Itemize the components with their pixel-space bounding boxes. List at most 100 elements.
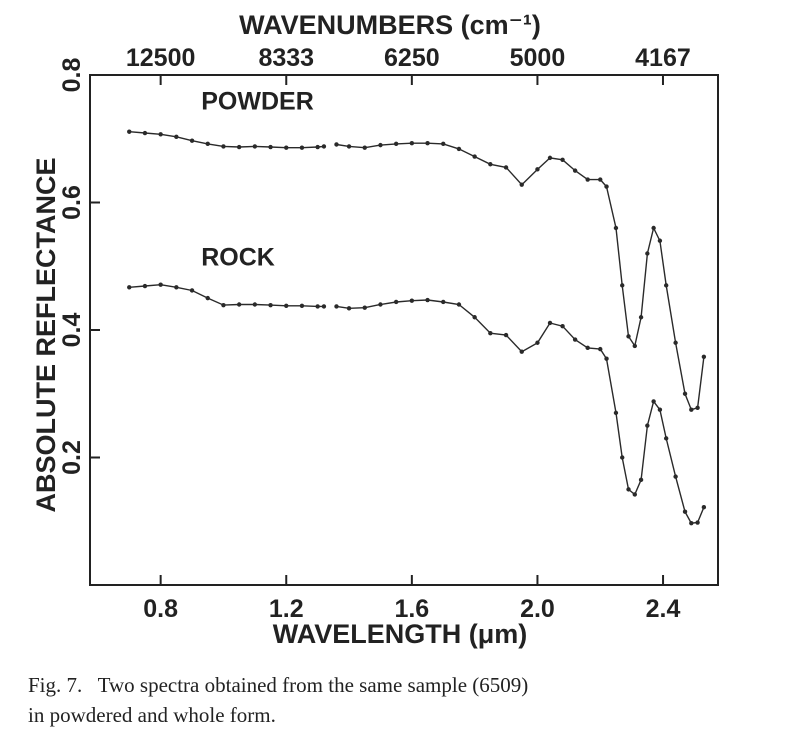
data-point	[284, 303, 289, 308]
y-tick-label: 0.2	[58, 440, 86, 475]
data-point	[284, 145, 289, 150]
x-tick-label: 1.6	[394, 595, 429, 623]
data-point	[626, 334, 631, 339]
data-point	[613, 410, 619, 416]
data-point	[205, 141, 210, 147]
series-line	[129, 131, 705, 411]
data-point	[268, 302, 273, 308]
data-point	[638, 315, 644, 320]
data-point	[638, 477, 644, 483]
data-point	[378, 142, 383, 148]
series-label: POWDER	[201, 88, 314, 116]
x-tick-label: 2.4	[646, 595, 681, 623]
data-point	[174, 285, 179, 290]
data-point	[657, 238, 663, 243]
data-point	[651, 225, 656, 231]
data-point	[393, 141, 399, 147]
data-point	[472, 154, 477, 159]
data-point	[682, 391, 688, 396]
data-point	[142, 130, 148, 136]
data-point	[299, 303, 305, 308]
data-point	[673, 474, 678, 479]
data-point	[604, 356, 609, 361]
data-point	[682, 509, 688, 514]
data-point	[315, 144, 320, 150]
data-point	[425, 141, 430, 146]
data-point	[663, 283, 669, 288]
data-point	[299, 145, 305, 150]
x-tick-label: 0.8	[143, 595, 178, 623]
data-point	[221, 302, 226, 308]
series-line	[129, 283, 705, 524]
data-point	[503, 165, 509, 170]
data-point	[535, 167, 540, 172]
data-point	[189, 288, 195, 293]
x2-tick-label: 8333	[258, 44, 314, 72]
x2-tick-label: 12500	[126, 44, 196, 72]
data-point	[189, 138, 195, 143]
data-point	[519, 349, 524, 354]
data-point	[701, 354, 707, 359]
data-point	[503, 332, 509, 338]
data-point	[645, 251, 650, 256]
data-point	[645, 423, 650, 428]
data-point	[236, 144, 242, 150]
data-point	[334, 142, 339, 147]
y-tick-label: 0.8	[58, 58, 86, 93]
data-point	[598, 177, 603, 182]
data-point	[547, 155, 553, 161]
data-point	[657, 407, 663, 412]
data-point	[488, 330, 493, 336]
data-point	[252, 144, 258, 149]
data-point	[346, 306, 352, 311]
plot-frame	[89, 74, 719, 586]
data-point	[620, 283, 625, 288]
data-point	[205, 295, 210, 301]
data-point	[142, 283, 148, 289]
data-point	[456, 146, 462, 152]
y-tick-label: 0.6	[58, 185, 86, 220]
data-point	[362, 145, 367, 150]
data-point	[315, 304, 320, 309]
x2-tick-label: 5000	[510, 44, 566, 72]
data-point	[626, 487, 631, 492]
data-point	[127, 129, 132, 134]
y-axis-label: ABSOLUTE REFLECTANCE	[31, 158, 61, 513]
x-tick-label: 1.2	[269, 595, 304, 623]
y-tick-label: 0.4	[58, 313, 86, 348]
data-point	[321, 304, 327, 309]
data-point	[585, 177, 590, 182]
data-point	[158, 282, 163, 287]
data-point	[472, 315, 477, 320]
data-point	[236, 302, 242, 307]
data-point	[632, 492, 637, 497]
series-label: ROCK	[201, 243, 275, 271]
data-point	[663, 436, 669, 441]
x-tick-label: 2.0	[520, 595, 555, 623]
data-point	[613, 225, 619, 231]
data-point	[572, 168, 578, 173]
data-point	[560, 323, 565, 329]
data-point	[346, 144, 352, 149]
data-point	[252, 302, 258, 307]
data-point	[695, 520, 700, 525]
data-point	[158, 132, 163, 137]
data-point	[604, 184, 609, 189]
data-point	[441, 299, 446, 305]
data-point	[519, 182, 524, 187]
caption-line: Fig. 7. Two spectra obtained from the sa…	[28, 673, 528, 697]
data-point	[321, 144, 327, 149]
data-point	[334, 304, 339, 309]
data-point	[441, 141, 446, 147]
data-point	[620, 455, 625, 460]
data-point	[378, 302, 383, 307]
data-point	[362, 305, 367, 310]
data-point	[572, 337, 578, 342]
data-point	[456, 302, 462, 307]
data-point	[221, 144, 226, 149]
data-point	[488, 162, 493, 167]
data-point	[535, 340, 540, 345]
data-point	[598, 346, 603, 352]
data-point	[393, 299, 399, 305]
